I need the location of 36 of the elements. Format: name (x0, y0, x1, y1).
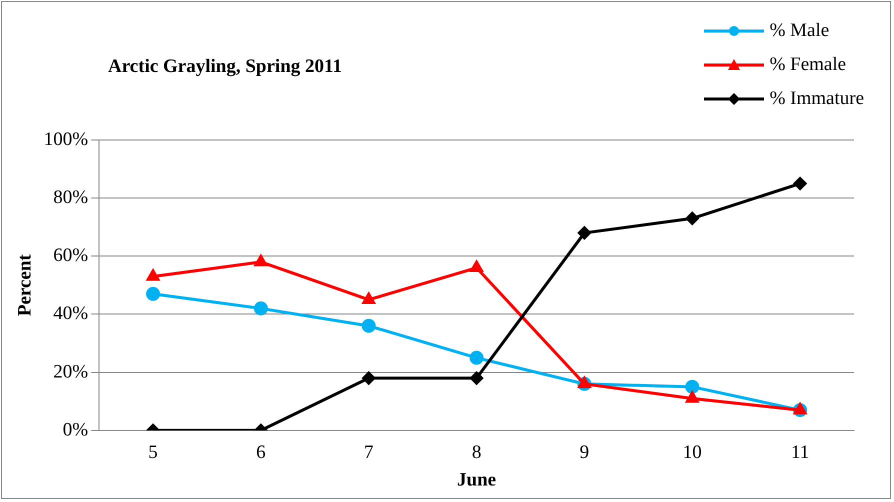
chart-title: Arctic Grayling, Spring 2011 (108, 56, 342, 78)
x-axis-title: June (457, 470, 496, 491)
point (362, 292, 375, 304)
point (470, 350, 484, 365)
y-tick-label: 20% (53, 361, 88, 382)
point (146, 286, 160, 301)
point (470, 260, 483, 272)
y-tick-label: 80% (53, 187, 88, 208)
point (578, 226, 591, 240)
x-tick-label: 11 (790, 442, 810, 463)
y-axis-title: Percent (14, 254, 36, 316)
x-tick-label: 7 (364, 442, 374, 463)
point (685, 380, 700, 394)
x-tick-label: 6 (256, 442, 266, 463)
x-tick-label: 5 (148, 442, 158, 463)
point (686, 212, 699, 225)
x-tick-label: 8 (472, 442, 482, 463)
point (794, 403, 806, 414)
point (362, 318, 376, 333)
point (254, 254, 268, 266)
y-tick-label: 60% (53, 245, 88, 266)
y-tick-label: 40% (53, 303, 88, 324)
point (686, 391, 699, 403)
point (470, 372, 484, 385)
x-tick-label: 9 (580, 442, 590, 463)
point (578, 376, 591, 388)
y-tick-label: 100% (44, 128, 88, 150)
y-tick-label: 0% (62, 419, 88, 440)
legend-label: % Female (770, 54, 846, 76)
point (362, 372, 376, 385)
point (254, 301, 268, 316)
legend-label: % Male (770, 20, 830, 42)
point (794, 177, 807, 190)
point (146, 269, 160, 281)
legend-label: % Immature (770, 88, 864, 110)
x-tick-label: 10 (682, 442, 702, 463)
